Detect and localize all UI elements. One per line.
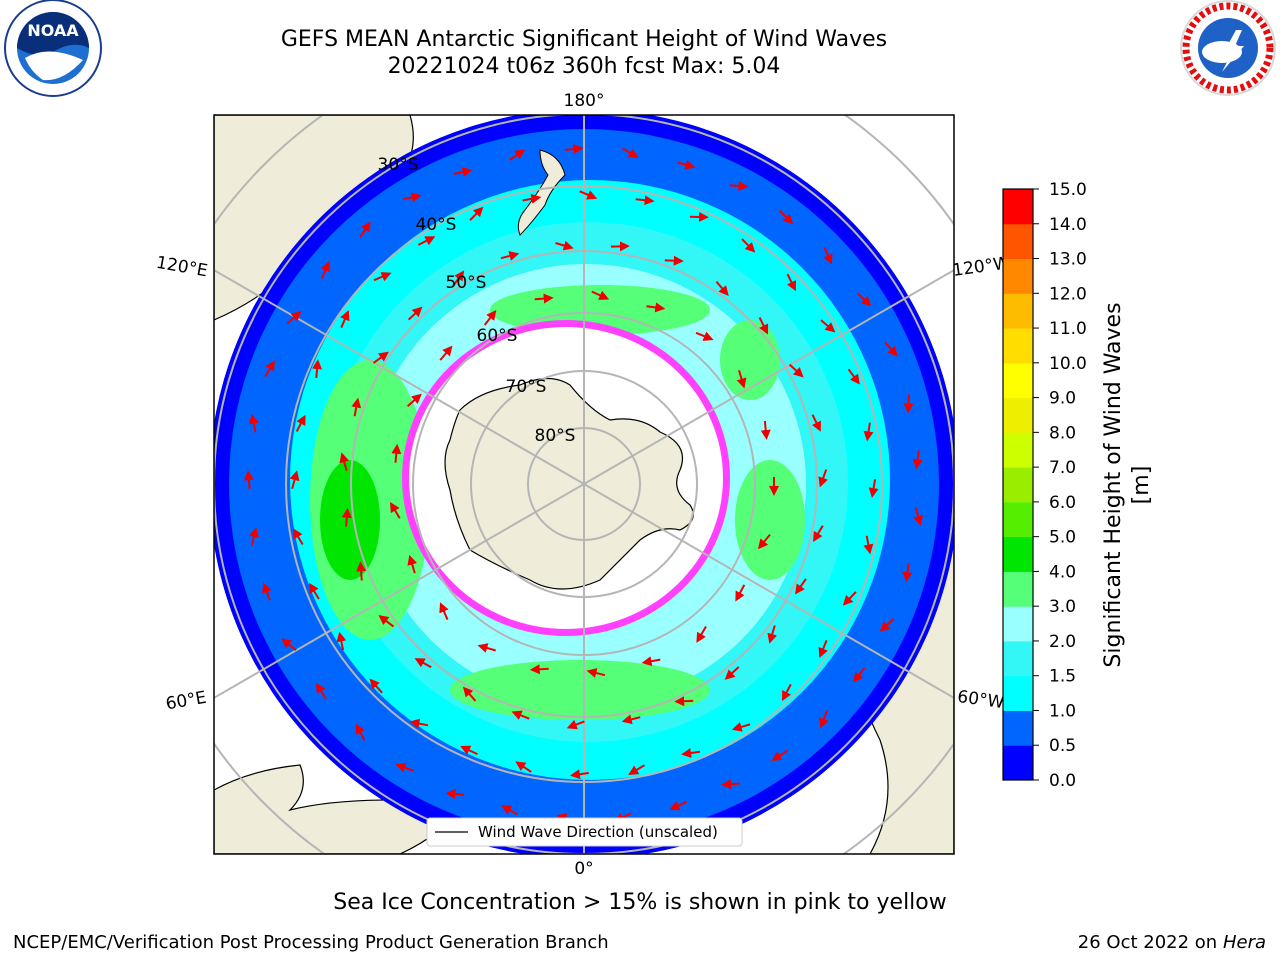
colorbar-bin [1003, 537, 1033, 572]
lat-label-50s: 50°S [446, 273, 487, 293]
wind-arrow [535, 669, 549, 670]
colorbar-tick-label: 9.0 [1049, 389, 1076, 409]
colorbar-bin [1003, 259, 1033, 294]
colorbar-tick-label: 14.0 [1049, 215, 1087, 235]
footer-right: 26 Oct 2022 on Hera [1078, 932, 1266, 953]
colorbar-label: Significant Height of Wind Waves [m] [1100, 285, 1156, 685]
colorbar-bin [1003, 189, 1033, 224]
lon-label-180: 180° [564, 91, 605, 111]
colorbar-bin [1003, 363, 1033, 398]
wind-arrow [450, 794, 464, 795]
colorbar-tick-label: 13.0 [1049, 250, 1087, 270]
colorbar-bin [1003, 467, 1033, 502]
lon-label-60w: 60°W [956, 687, 1005, 713]
colorbar-bin [1003, 502, 1033, 537]
colorbar-bin [1003, 293, 1033, 328]
wind-arrow [316, 364, 317, 378]
lat-label-30s: 30°S [378, 155, 419, 175]
colorbar-tick-label: 2.0 [1049, 632, 1076, 652]
colorbar-bin [1003, 676, 1033, 711]
colorbar-bin [1003, 745, 1033, 780]
caption: Sea Ice Concentration > 15% is shown in … [0, 890, 1280, 915]
colorbar-tick-label: 4.0 [1049, 562, 1076, 582]
colorbar-bin [1003, 398, 1033, 433]
footer-left: NCEP/EMC/Verification Post Processing Pr… [13, 932, 609, 953]
colorbar-tick-label: 12.0 [1049, 284, 1087, 304]
colorbar-bin [1003, 641, 1033, 676]
lon-label-60e: 60°E [164, 688, 208, 715]
lat-label-80s: 80°S [535, 426, 576, 446]
colorbar-tick-label: 8.0 [1049, 423, 1076, 443]
lat-label-70s: 70°S [506, 377, 547, 397]
lon-label-120e: 120°E [155, 253, 209, 282]
map-legend: Wind Wave Direction (unscaled) [427, 818, 742, 846]
colorbar-tick-label: 10.0 [1049, 354, 1087, 374]
wind-arrow [765, 421, 766, 435]
colorbar-tick-label: 1.5 [1049, 667, 1076, 687]
colorbar-bin [1003, 710, 1033, 745]
colorbar-tick-label: 0.5 [1049, 736, 1076, 756]
colorbar-tick-label: 11.0 [1049, 319, 1087, 339]
colorbar-tick-label: 7.0 [1049, 458, 1076, 478]
colorbar-bin [1003, 606, 1033, 641]
lat-label-60s: 60°S [477, 326, 518, 346]
colorbar: 0.0 0.5 1.0 1.5 2.0 3.0 4.0 5.0 6.0 7.0 8.0 9.0 10.0… [1003, 180, 1087, 791]
colorbar-bin [1003, 571, 1033, 606]
wind-arrow [665, 260, 679, 261]
wind-arrow [396, 449, 397, 463]
wind-arrow [361, 566, 362, 580]
colorbar-bin [1003, 224, 1033, 259]
colorbar-tick-label: 5.0 [1049, 528, 1076, 548]
wind-arrow [346, 513, 347, 527]
wind-arrow [535, 298, 549, 299]
lon-label-0: 0° [574, 859, 593, 879]
wind-arrow [730, 185, 744, 186]
colorbar-tick-label: 6.0 [1049, 493, 1076, 513]
footer-date: 26 Oct 2022 on [1078, 932, 1223, 953]
lat-label-40s: 40°S [416, 215, 457, 235]
colorbar-tick-label: 3.0 [1049, 597, 1076, 617]
colorbar-tick-label: 15.0 [1049, 180, 1087, 200]
colorbar-bin [1003, 328, 1033, 363]
wind-arrow [679, 701, 693, 702]
colorbar-bin [1003, 432, 1033, 467]
wind-arrow [636, 199, 650, 200]
legend-label: Wind Wave Direction (unscaled) [478, 823, 718, 841]
footer-host: Hera [1223, 932, 1266, 953]
wind-arrow [908, 394, 909, 408]
wind-arrow [726, 784, 740, 785]
colorbar-tick-label: 1.0 [1049, 701, 1076, 721]
colorbar-tick-label: 0.0 [1049, 771, 1076, 791]
wind-arrow [248, 475, 249, 489]
